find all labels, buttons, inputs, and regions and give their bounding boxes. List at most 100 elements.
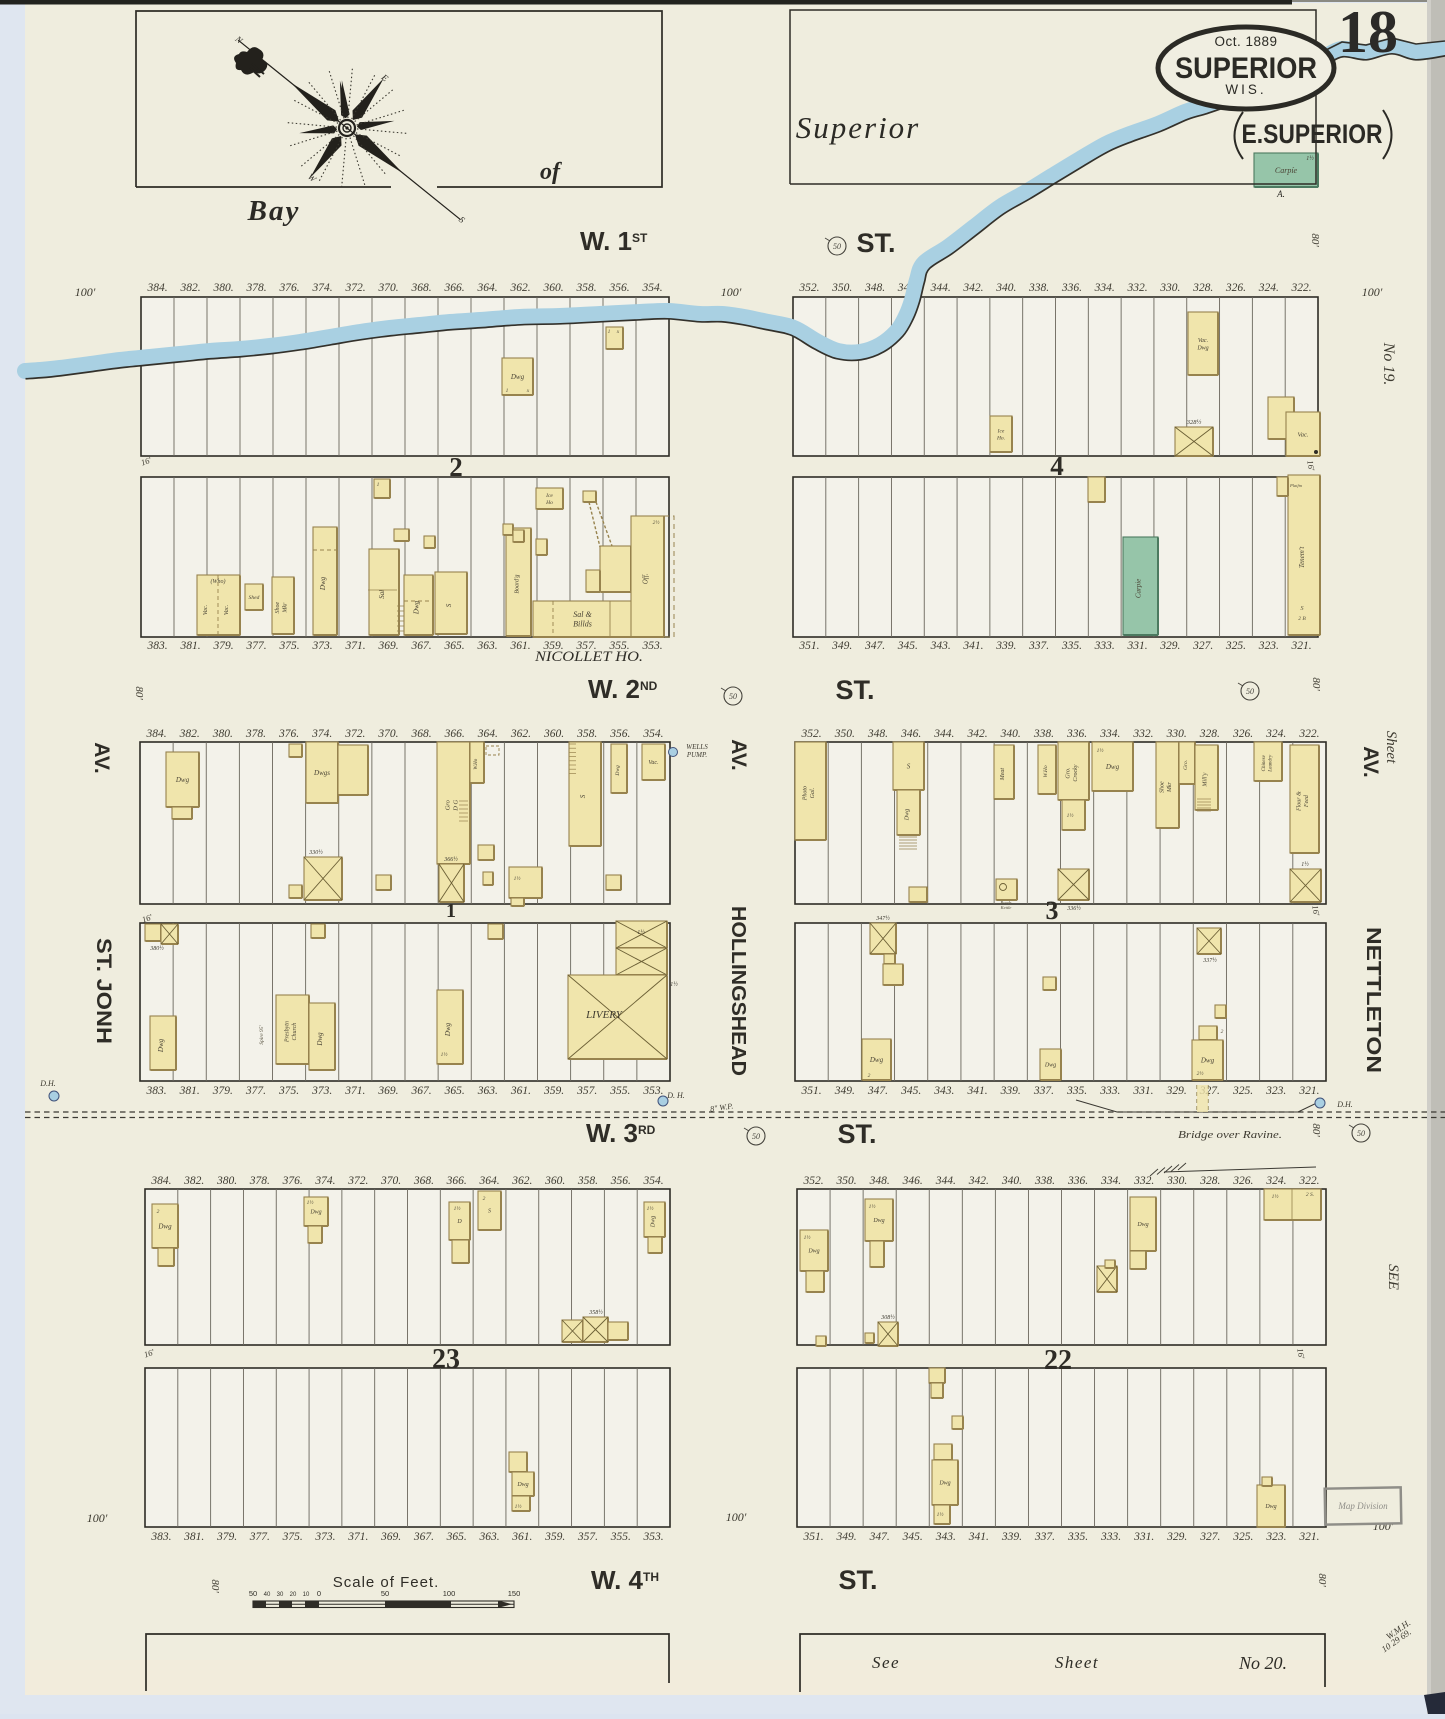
svg-text:347½: 347½ (875, 915, 890, 922)
svg-text:358.: 358. (576, 728, 597, 740)
svg-text:Shed: Shed (249, 595, 260, 601)
svg-text:349.: 349. (834, 1085, 855, 1097)
svg-text:Carpie: Carpie (1135, 579, 1143, 598)
svg-text:361.: 361. (511, 1531, 532, 1543)
svg-text:Carpíe: Carpíe (1275, 166, 1298, 175)
svg-text:337.: 337. (1028, 640, 1049, 652)
svg-text:355.: 355. (610, 1531, 631, 1543)
svg-text:1½: 1½ (869, 1203, 876, 1210)
svg-text:365.: 365. (444, 1085, 465, 1097)
svg-text:1½: 1½ (307, 1199, 314, 1206)
svg-text:Gro.: Gro. (1183, 760, 1189, 770)
svg-text:351.: 351. (801, 1085, 822, 1097)
svg-text:332.: 332. (1132, 728, 1153, 740)
svg-text:322.: 322. (1298, 728, 1319, 740)
svg-text:358.: 358. (575, 282, 596, 294)
svg-text:Dwg: Dwg (516, 1482, 528, 1488)
svg-text:16': 16' (142, 1347, 155, 1360)
svg-text:16': 16' (1310, 905, 1322, 917)
svg-text:W.Ho: W.Ho (1043, 765, 1049, 777)
svg-text:357.: 357. (575, 640, 596, 652)
svg-text:366.: 366. (443, 282, 464, 294)
svg-text:322.: 322. (1298, 1175, 1319, 1187)
svg-text:354.: 354. (643, 1175, 664, 1187)
svg-text:326.: 326. (1232, 728, 1253, 740)
svg-text:329.: 329. (1159, 640, 1180, 652)
svg-text:330.: 330. (1166, 728, 1187, 740)
svg-text:364.: 364. (478, 1175, 499, 1187)
svg-text:Meat: Meat (1000, 768, 1006, 782)
svg-text:372.: 372. (344, 728, 365, 740)
svg-text:30: 30 (277, 1592, 284, 1598)
svg-text:Feed: Feed (1304, 794, 1310, 808)
svg-text:Laundry: Laundry (1268, 754, 1273, 773)
svg-text:379.: 379. (216, 1531, 237, 1543)
svg-text:380.: 380. (216, 1175, 237, 1187)
svg-text:347.: 347. (867, 1085, 888, 1097)
svg-text:353.: 353. (643, 1531, 664, 1543)
svg-text:344.: 344. (933, 728, 954, 740)
svg-text:351.: 351. (798, 640, 819, 652)
svg-text:S: S (907, 762, 911, 770)
svg-text:382.: 382. (179, 728, 200, 740)
svg-text:1½: 1½ (637, 929, 645, 936)
svg-text:364.: 364. (477, 728, 498, 740)
svg-text:340.: 340. (995, 282, 1016, 294)
svg-text:361.: 361. (510, 1085, 531, 1097)
svg-text:336½: 336½ (1066, 905, 1081, 912)
svg-text:Shoe: Shoe (1160, 781, 1166, 793)
svg-text:1: 1 (377, 482, 380, 488)
svg-text:358½: 358½ (588, 1309, 603, 1316)
svg-text:355.: 355. (609, 1085, 630, 1097)
svg-text:362.: 362. (509, 282, 530, 294)
svg-text:356.: 356. (610, 1175, 631, 1187)
svg-text:375.: 375. (278, 640, 299, 652)
svg-text:2: 2 (1221, 1029, 1224, 1035)
svg-text:347.: 347. (864, 640, 885, 652)
svg-text:330.: 330. (1159, 282, 1180, 294)
svg-text:Dwg: Dwg (1105, 763, 1120, 771)
svg-text:Dwg: Dwg (1136, 1222, 1148, 1228)
svg-text:339.: 339. (1001, 1531, 1022, 1543)
svg-text:Shoe: Shoe (275, 601, 281, 613)
svg-text:357.: 357. (577, 1531, 598, 1543)
svg-text:326.: 326. (1232, 1175, 1253, 1187)
svg-text:(Who): (Who) (211, 578, 226, 585)
svg-text:Dwg: Dwg (157, 1038, 165, 1053)
svg-text:100': 100' (75, 285, 96, 299)
svg-text:1½: 1½ (937, 1511, 944, 1518)
svg-text:100': 100' (1373, 1519, 1394, 1533)
svg-text:Chinese: Chinese (1262, 754, 1267, 771)
svg-text:2 B: 2 B (1298, 616, 1306, 622)
svg-text:Scale of Feet.: Scale of Feet. (333, 1574, 440, 1591)
svg-text:1½: 1½ (1067, 812, 1074, 819)
svg-text:WELLS: WELLS (686, 743, 708, 751)
svg-text:333.: 333. (1100, 1531, 1121, 1543)
svg-text:Dwgs: Dwgs (313, 769, 330, 777)
svg-text:150: 150 (508, 1589, 521, 1598)
svg-text:Bridge over Ravine.: Bridge over Ravine. (1178, 1130, 1282, 1141)
svg-text:330½: 330½ (308, 849, 323, 856)
svg-text:308½: 308½ (880, 1314, 895, 1321)
svg-text:D. H.: D. H. (666, 1091, 685, 1100)
svg-text:S: S (579, 794, 587, 798)
svg-text:328.: 328. (1192, 282, 1213, 294)
svg-text:1½: 1½ (1272, 1193, 1279, 1200)
svg-text:3: 3 (1046, 896, 1059, 925)
svg-text:Vac.: Vac. (1198, 338, 1208, 344)
svg-text:1½: 1½ (647, 1205, 654, 1212)
svg-text:355.: 355. (608, 640, 629, 652)
svg-text:376.: 376. (278, 282, 299, 294)
svg-text:348.: 348. (867, 728, 888, 740)
svg-text:ST.: ST. (837, 1119, 876, 1149)
svg-text:x: x (616, 329, 620, 335)
svg-text:374.: 374. (311, 282, 332, 294)
svg-text:ST.: ST. (856, 228, 895, 258)
svg-text:359.: 359. (543, 1085, 564, 1097)
svg-text:346.: 346. (902, 1175, 923, 1187)
svg-text:See: See (872, 1653, 900, 1672)
svg-text:382.: 382. (179, 282, 200, 294)
svg-text:Map Division: Map Division (1337, 1501, 1388, 1511)
svg-text:370.: 370. (380, 1175, 401, 1187)
svg-text:1½: 1½ (1306, 155, 1314, 162)
